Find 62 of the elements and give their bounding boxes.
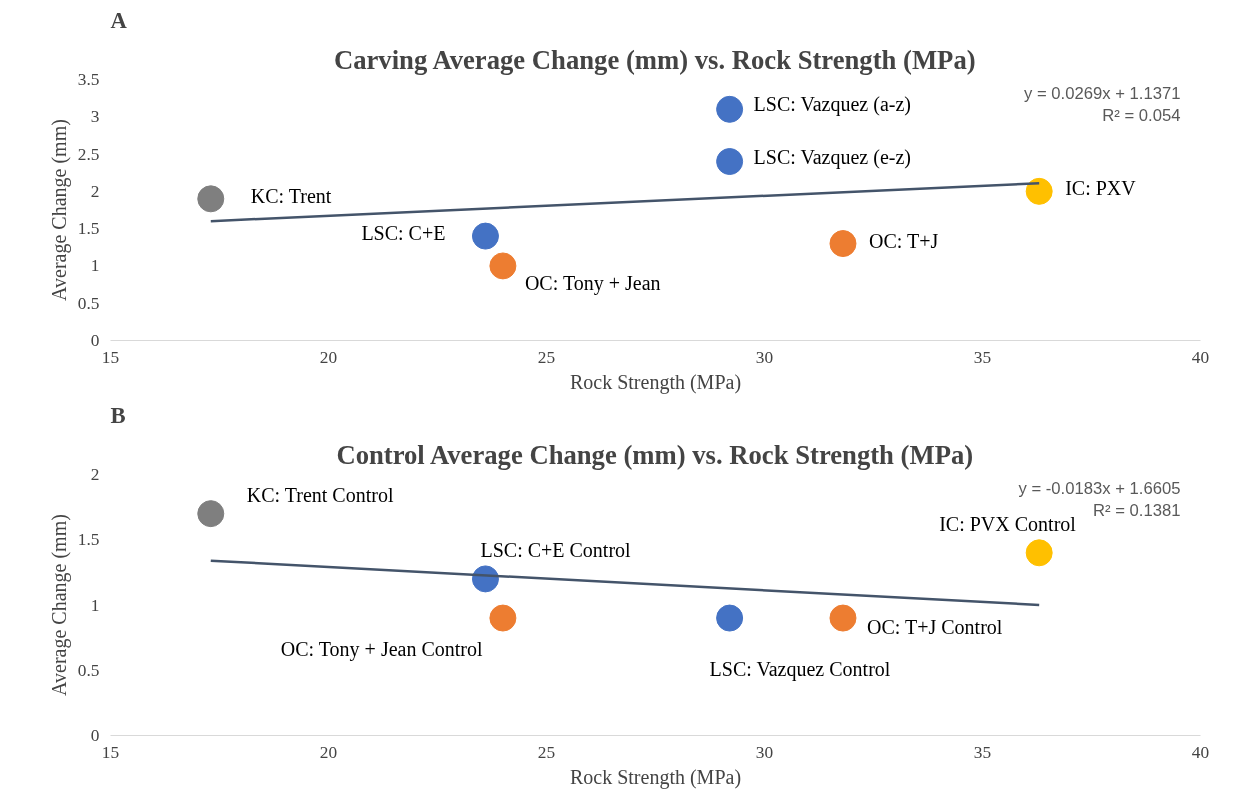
x-tick-label: 15 xyxy=(101,347,120,367)
annotation: OC: T+J xyxy=(868,229,939,252)
x-axis-title: Rock Strength (MPa) xyxy=(569,370,742,394)
point xyxy=(197,500,225,528)
y-tick-label: 1 xyxy=(90,595,100,615)
annotation: R² = 0.1381 xyxy=(1093,500,1181,520)
x-tick-label: 20 xyxy=(319,347,338,367)
point xyxy=(829,230,857,258)
annotation: OC: Tony + Jean xyxy=(524,271,661,295)
chart-title: Carving Average Change (mm) vs. Rock Strength (MPa) xyxy=(333,44,976,75)
x-tick-label: 30 xyxy=(755,742,774,762)
point xyxy=(716,95,744,123)
chart-title: Control Average Change (mm) vs. Rock Strength (MPa) xyxy=(336,439,974,470)
text: A xyxy=(110,7,128,33)
text: B xyxy=(110,402,126,428)
annotation: OC: Tony + Jean Control xyxy=(280,638,483,662)
y-tick-label: 1.5 xyxy=(77,219,100,239)
point xyxy=(471,222,499,250)
annotation: LSC: Vazquez Control xyxy=(709,658,891,682)
annotation: LSC: C+E Control xyxy=(480,538,632,561)
y-axis-title: Average Change (mm) xyxy=(47,119,71,301)
point xyxy=(829,604,857,632)
annotation: IC: PXV xyxy=(1065,177,1137,200)
y-tick-label: 0 xyxy=(90,331,100,350)
y-axis-title: Average Change (mm) xyxy=(47,514,71,696)
x-tick-label: 20 xyxy=(319,742,338,762)
annotation: LSC: C+E xyxy=(361,222,446,245)
annotation: R² = 0.054 xyxy=(1102,105,1181,125)
y-tick-label: 1 xyxy=(90,256,100,276)
y-tick-label: 2 xyxy=(90,465,100,484)
point xyxy=(489,252,517,280)
y-tick-label: 3 xyxy=(90,107,100,127)
annotation: y = 0.0269x + 1.1371 xyxy=(1023,83,1181,103)
x-tick-label: 35 xyxy=(973,742,992,762)
x-tick-label: 15 xyxy=(101,742,120,762)
point xyxy=(716,148,744,175)
x-tick-label: 35 xyxy=(973,347,992,367)
x-tick-label: 25 xyxy=(537,742,556,762)
y-tick-label: 0.5 xyxy=(77,293,100,313)
point xyxy=(489,604,517,632)
y-tick-label: 0 xyxy=(90,726,100,745)
annotation: KC: Trent Control xyxy=(246,483,394,506)
annotation: OC: T+J Control xyxy=(866,616,1003,639)
point xyxy=(716,604,744,632)
x-tick-label: 30 xyxy=(755,347,774,367)
x-tick-label: 25 xyxy=(537,347,556,367)
x-axis-title: Rock Strength (MPa) xyxy=(569,765,742,789)
annotation: LSC: Vazquez (a-z) xyxy=(753,93,911,117)
annotation: LSC: Vazquez (e-z) xyxy=(753,145,911,169)
point xyxy=(197,185,225,213)
x-tick-label: 40 xyxy=(1191,742,1210,762)
y-tick-label: 2.5 xyxy=(77,144,100,164)
annotation: y = -0.0183x + 1.6605 xyxy=(1018,478,1181,498)
annotation: IC: PVX Control xyxy=(939,512,1077,535)
y-tick-label: 3.5 xyxy=(77,70,100,89)
y-tick-label: 2 xyxy=(90,181,100,201)
point xyxy=(1025,177,1053,205)
x-tick-label: 40 xyxy=(1191,347,1210,367)
annotation: KC: Trent xyxy=(250,184,332,207)
y-tick-label: 0.5 xyxy=(77,660,100,680)
y-tick-label: 1.5 xyxy=(77,530,100,550)
point xyxy=(1025,539,1053,567)
